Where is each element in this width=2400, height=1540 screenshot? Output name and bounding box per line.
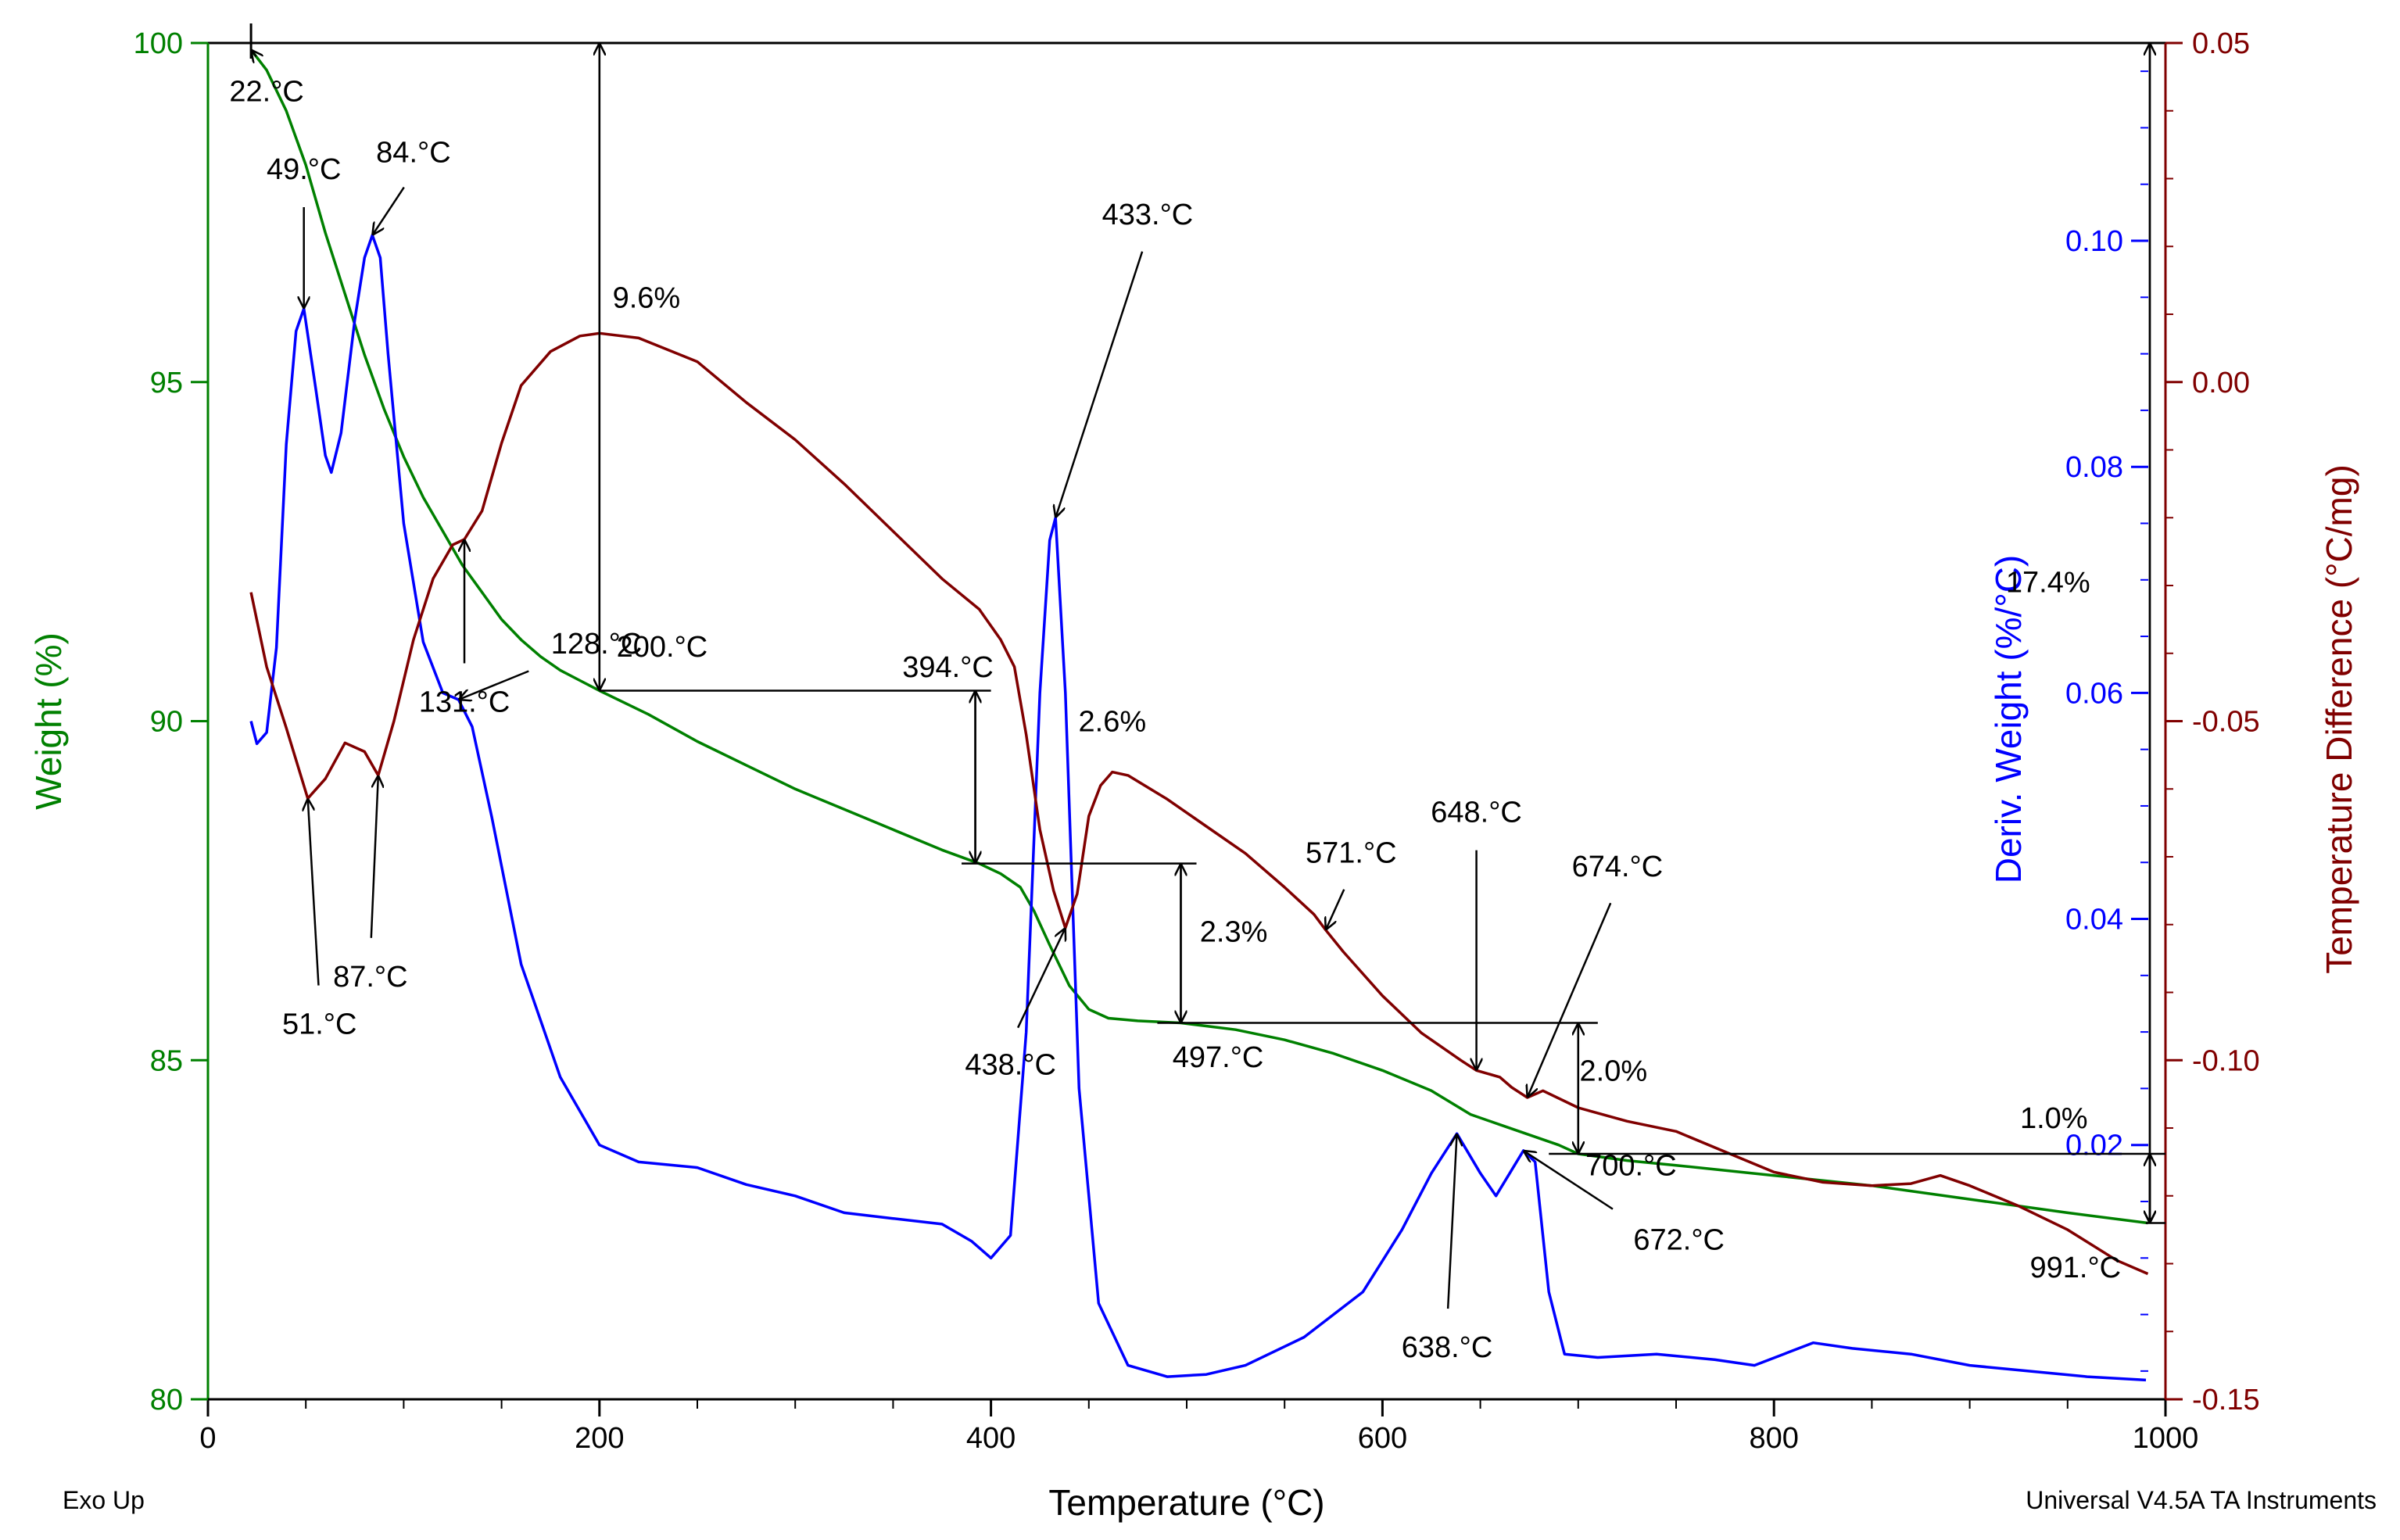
peak-leader-arrow <box>1446 1134 1456 1309</box>
peak-temperature-label: 128.°C <box>551 628 643 661</box>
x-tick-label: 0 <box>199 1422 216 1455</box>
step-loss-percent: 9.6% <box>613 281 681 314</box>
footer-instrument: Universal V4.5A TA Instruments <box>2026 1486 2377 1514</box>
temp-diff-series-line <box>249 331 2149 1276</box>
x-tick-label: 400 <box>966 1422 1016 1455</box>
peak-leader-arrow <box>459 670 529 700</box>
x-axis-title: Temperature (°C) <box>1048 1482 1324 1523</box>
peak-temperature-label: 22.°C <box>229 76 303 109</box>
deriv-tick-label: 0.04 <box>2065 904 2123 937</box>
weight-tick-label: 90 <box>150 706 183 739</box>
temp-diff-tick-label: -0.15 <box>2192 1384 2260 1416</box>
step-temperature-label: 991.°C <box>2030 1252 2122 1284</box>
x-tick-label: 1000 <box>2133 1422 2199 1455</box>
footer-exo-up: Exo Up <box>63 1486 145 1514</box>
deriv-tick-label: 0.06 <box>2065 677 2123 710</box>
deriv-axis-title: Deriv. Weight (%/°C) <box>1988 555 2029 884</box>
deriv-weight-series-line <box>249 234 2147 1382</box>
temp-diff-tick-label: -0.05 <box>2192 706 2260 739</box>
total-loss-percent: 17.4% <box>2006 567 2090 600</box>
step-loss-percent: 2.0% <box>1580 1055 1648 1087</box>
peak-leader-arrow <box>1528 902 1612 1098</box>
peak-temperature-label: 433.°C <box>1102 199 1194 231</box>
peak-leader-arrow <box>1055 251 1144 518</box>
deriv-tick-label: 0.08 <box>2065 451 2123 484</box>
peak-temperature-label: 87.°C <box>333 961 407 994</box>
temp-diff-tick-label: 0.05 <box>2192 27 2250 60</box>
step-temperature-label: 700.°C <box>1585 1150 1677 1183</box>
weight-axis-title: Weight (%) <box>28 632 69 810</box>
peak-temperature-label: 49.°C <box>267 153 341 186</box>
peak-leader-arrow <box>1016 928 1066 1029</box>
peak-leader-arrow <box>372 186 405 235</box>
deriv-tick-label: 0.02 <box>2065 1130 2123 1162</box>
peak-temperature-label: 84.°C <box>376 136 450 169</box>
step-temperature-label: 200.°C <box>617 631 708 664</box>
peak-leader-arrow <box>370 775 378 938</box>
peak-leader-arrow <box>1524 1151 1614 1210</box>
peak-leader-arrow <box>1326 889 1345 930</box>
step-loss-percent: 2.6% <box>1079 706 1147 739</box>
weight-tick-label: 85 <box>150 1044 183 1077</box>
step-temperature-label: 394.°C <box>902 651 994 684</box>
peak-temperature-label: 571.°C <box>1306 837 1397 870</box>
peak-temperature-label: 131.°C <box>419 686 510 718</box>
step-loss-percent: 1.0% <box>2020 1102 2088 1135</box>
peak-temperature-label: 51.°C <box>282 1008 356 1041</box>
x-tick-label: 800 <box>1749 1422 1798 1455</box>
temp-diff-tick-label: 0.00 <box>2192 367 2250 399</box>
x-tick-label: 600 <box>1358 1422 1407 1455</box>
temp-diff-tick-label: -0.10 <box>2192 1044 2260 1077</box>
deriv-tick-label: 0.10 <box>2065 225 2123 258</box>
peak-temperature-label: 672.°C <box>1633 1224 1725 1257</box>
peak-temperature-label: 438.°C <box>965 1049 1056 1082</box>
x-tick-label: 200 <box>575 1422 624 1455</box>
step-temperature-label: 497.°C <box>1173 1041 1264 1074</box>
peak-leader-arrow <box>308 798 320 986</box>
peak-temperature-label: 638.°C <box>1402 1331 1493 1364</box>
peak-temperature-label: 648.°C <box>1431 797 1522 829</box>
temp-diff-axis-title: Temperature Difference (°C/mg) <box>2319 464 2359 974</box>
weight-tick-label: 80 <box>150 1384 183 1416</box>
weight-tick-label: 95 <box>150 367 183 399</box>
peak-temperature-label: 674.°C <box>1572 851 1664 883</box>
step-loss-percent: 2.3% <box>1200 915 1268 948</box>
weight-tick-label: 100 <box>134 27 183 60</box>
